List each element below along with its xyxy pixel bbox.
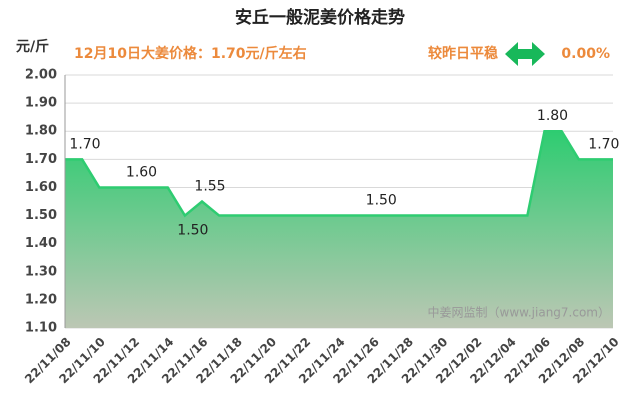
- y-tick-label: 1.50: [25, 208, 57, 223]
- data-label: 1.70: [69, 136, 100, 152]
- price-note: 12月10日大姜价格：1.70元/斤左右: [74, 45, 307, 62]
- y-tick-label: 1.30: [25, 264, 57, 279]
- data-label: 1.60: [126, 164, 157, 180]
- chart-title: 安丘一般泥姜价格走势: [235, 7, 405, 28]
- change-text: 0.00%: [561, 46, 610, 62]
- y-tick-label: 2.00: [25, 68, 57, 83]
- data-label: 1.55: [194, 179, 225, 195]
- y-tick-label: 1.70: [25, 152, 57, 167]
- data-label: 1.80: [537, 108, 568, 124]
- trend-text: 较昨日平稳: [428, 45, 498, 62]
- y-tick-label: 1.40: [25, 236, 57, 251]
- data-label: 1.70: [588, 136, 619, 152]
- y-axis-label: 元/斤: [16, 38, 49, 55]
- y-tick-label: 1.90: [25, 96, 57, 111]
- y-tick-label: 1.80: [25, 124, 57, 139]
- y-tick-label: 1.10: [25, 321, 57, 336]
- data-label: 1.50: [366, 193, 397, 209]
- line: [65, 129, 613, 218]
- trend-arrow-icon: [505, 42, 545, 66]
- y-tick-label: 1.20: [25, 292, 57, 307]
- data-label: 1.50: [177, 223, 208, 239]
- area: [65, 131, 613, 328]
- watermark: 中姜网监制（www.jiang7.com）: [428, 305, 610, 320]
- y-tick-label: 1.60: [25, 180, 57, 195]
